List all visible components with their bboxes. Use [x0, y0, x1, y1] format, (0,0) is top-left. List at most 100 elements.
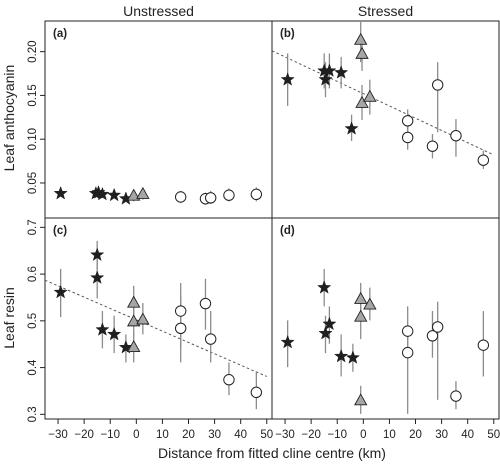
circle-marker: [477, 154, 490, 166]
x-tick-label: 50: [260, 429, 273, 441]
star-marker: [90, 247, 105, 262]
circle-marker: [174, 305, 187, 317]
star-marker: [333, 348, 349, 363]
x-tick-label: −10: [327, 429, 347, 441]
panel-tag: (a): [53, 28, 67, 40]
y-tick-label: 0.6: [27, 266, 39, 282]
triangle-marker: [127, 188, 141, 201]
triangle-marker: [354, 309, 368, 322]
y-axis-title-top: Leaf anthocyanin: [1, 65, 17, 172]
star-marker: [53, 284, 68, 299]
circle-marker: [250, 188, 263, 201]
star-marker: [318, 72, 333, 86]
triangle-marker: [363, 89, 377, 102]
x-tick-label: −30: [275, 429, 295, 441]
star-marker: [90, 270, 105, 284]
star-marker: [95, 186, 110, 201]
x-tick-label: −30: [48, 429, 68, 441]
x-tick-label: 40: [234, 429, 247, 441]
triangle-marker: [354, 32, 368, 45]
triangle-marker: [355, 95, 369, 108]
x-axis-1: −30 −20 −10 0 10 20 30 40 50: [275, 419, 500, 441]
circle-marker: [426, 140, 439, 152]
panel-tag: (b): [280, 28, 295, 40]
y-tick-label: 0.7: [27, 219, 39, 235]
y-tick-label: 0.20: [27, 40, 39, 62]
x-tick-label: −10: [100, 429, 120, 441]
star-marker: [95, 322, 110, 336]
x-tick-label: 0: [133, 429, 139, 441]
panel-frame: [271, 217, 500, 420]
star-marker: [280, 72, 295, 86]
triangle-marker: [354, 291, 368, 304]
y-tick-label: 0.3: [27, 406, 39, 422]
star-marker: [345, 350, 361, 364]
x-tick-label: 30: [208, 429, 221, 441]
axes-layer: 0.05 0.10 0.15 0.20 0.3 0.4 0.5 0.6 0.7 −30 −20 −10…: [27, 40, 500, 441]
panel-d: (d): [271, 217, 500, 420]
triangle-marker: [127, 339, 141, 353]
panel-frame: [44, 20, 273, 219]
y-axis-0: 0.05 0.10 0.15 0.20: [27, 40, 45, 194]
triangle-marker: [127, 295, 141, 308]
star-marker: [322, 316, 337, 331]
panel-frame: [271, 20, 500, 219]
circle-marker: [199, 297, 212, 310]
x-tick-label: 50: [487, 429, 500, 441]
circle-marker: [250, 386, 263, 399]
circle-marker: [431, 321, 444, 333]
y-tick-label: 0.10: [27, 128, 39, 150]
triangle-marker: [127, 314, 141, 327]
star-marker: [106, 326, 122, 341]
column-title-left: Unstressed: [123, 3, 194, 19]
x-tick-label: 0: [360, 429, 366, 441]
fitted-cline-line: [44, 279, 267, 377]
x-axis-title: Distance from fitted cline centre (km): [158, 445, 386, 461]
circle-marker: [401, 131, 414, 144]
circle-marker: [431, 79, 444, 91]
y-tick-label: 0.5: [27, 313, 39, 329]
x-tick-label: −20: [301, 429, 321, 441]
star-marker: [106, 187, 122, 202]
star-marker: [333, 65, 349, 79]
y-tick-label: 0.4: [27, 359, 39, 376]
panel-b: (b): [271, 20, 500, 219]
x-tick-label: 10: [383, 429, 396, 441]
triangle-marker: [363, 297, 377, 310]
x-tick-label: 20: [409, 429, 422, 441]
circle-marker: [401, 346, 414, 359]
x-tick-label: 10: [156, 429, 169, 441]
circle-marker: [223, 189, 235, 201]
triangle-marker: [355, 46, 369, 59]
x-axis-0: −30 −20 −10 0 10 20 30 40 50: [48, 419, 273, 441]
circle-marker: [204, 192, 217, 204]
circle-marker: [450, 129, 462, 142]
circle-marker: [401, 325, 414, 337]
circle-marker: [174, 322, 187, 335]
star-marker: [280, 334, 295, 349]
x-tick-label: −20: [74, 429, 94, 441]
circle-marker: [477, 339, 490, 351]
star-marker: [53, 185, 68, 200]
fitted-cline-line: [271, 50, 494, 156]
y-axis-title-bottom: Leaf resin: [1, 287, 17, 348]
panel-c: (c): [44, 217, 273, 420]
panels-layer: (a) (b) (c) (d): [44, 20, 500, 420]
triangle-marker: [136, 186, 150, 199]
panel-a: (a): [44, 20, 273, 219]
x-tick-label: 30: [435, 429, 448, 441]
star-marker: [322, 63, 337, 78]
y-axis-1: 0.3 0.4 0.5 0.6 0.7: [27, 219, 45, 422]
star-marker: [317, 280, 332, 294]
circle-marker: [204, 333, 217, 345]
circle-marker: [426, 330, 439, 342]
y-tick-label: 0.15: [27, 84, 39, 106]
star-marker: [318, 325, 333, 340]
triangle-marker: [136, 312, 150, 325]
y-tick-label: 0.05: [27, 172, 39, 194]
panel-frame: [44, 217, 273, 420]
column-title-right: Stressed: [358, 3, 413, 19]
x-tick-label: 40: [461, 429, 474, 441]
